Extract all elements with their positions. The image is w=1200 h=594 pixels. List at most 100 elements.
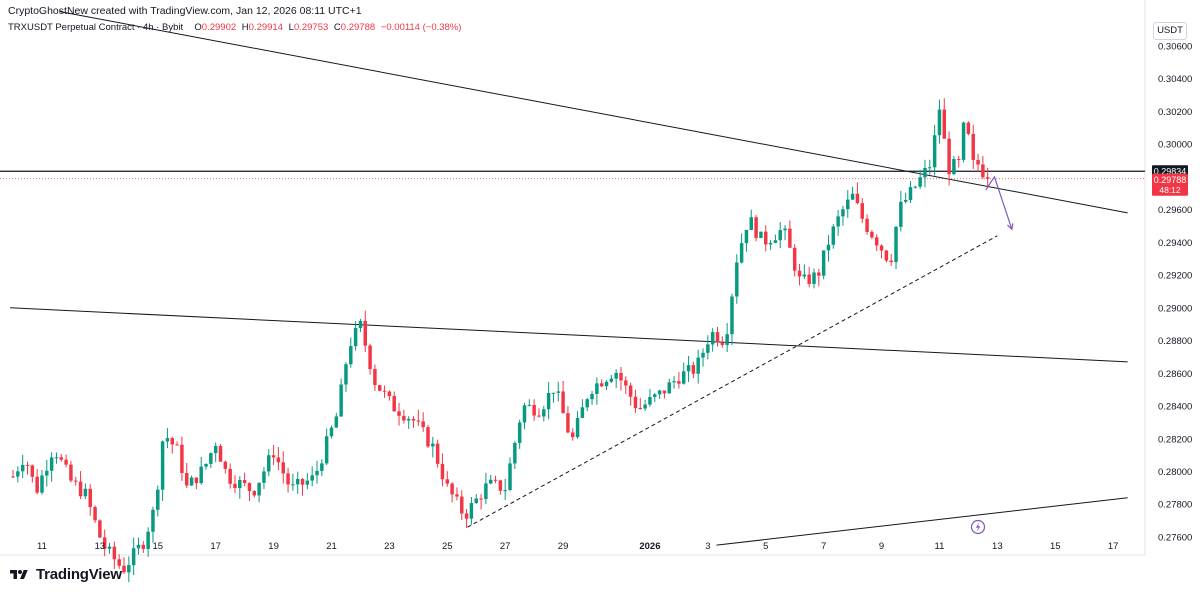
candle-body: [45, 470, 49, 476]
candle-body: [498, 480, 503, 491]
candle-body: [667, 382, 671, 394]
candle-body: [377, 385, 382, 391]
high-label: H: [241, 22, 249, 33]
candle-body: [358, 320, 363, 328]
candle-body: [209, 453, 213, 464]
candle-body: [146, 531, 150, 549]
candle-body: [117, 559, 121, 566]
candle-body: [855, 193, 860, 204]
high-value: 0.29914: [248, 22, 283, 33]
candle-body: [648, 396, 652, 405]
y-tick-label: 0.29600: [1158, 205, 1192, 216]
candle-body: [252, 491, 257, 496]
candle-body: [566, 413, 570, 433]
candle-body: [199, 466, 203, 484]
candle-body: [889, 260, 893, 263]
candle-body: [677, 381, 681, 384]
candle-body: [792, 247, 797, 271]
candle-body: [561, 391, 565, 414]
candle-body: [488, 479, 493, 484]
candle-body: [160, 441, 165, 490]
candle-body: [508, 463, 512, 491]
candle-body: [522, 405, 527, 423]
candle-body: [556, 391, 561, 393]
candle-body: [11, 476, 15, 478]
close-label: C: [333, 22, 341, 33]
candle-body: [238, 479, 242, 489]
lightning-icon[interactable]: [970, 519, 986, 535]
low-value: 0.29753: [293, 22, 329, 33]
y-tick-label: 0.30200: [1158, 107, 1192, 118]
candle-body: [16, 471, 20, 477]
candle-body: [701, 352, 705, 358]
candle-body: [942, 109, 947, 139]
candle-body: [363, 320, 367, 346]
candle-body: [49, 457, 54, 471]
candle-body: [295, 478, 300, 485]
candle-body: [928, 167, 932, 169]
candle-body: [431, 443, 435, 447]
created-with-line: CryptoGhostNew created with TradingView.…: [8, 5, 362, 17]
candle-body: [156, 489, 160, 510]
candle-body: [957, 159, 961, 161]
currency-button[interactable]: USDT: [1153, 22, 1187, 40]
symbol-title[interactable]: TRXUSDT Perpetual Contract · 4h · Bybit: [8, 22, 184, 33]
candle-body: [831, 226, 836, 245]
candle-body: [329, 427, 334, 437]
candle-body: [107, 546, 112, 549]
candle-body: [382, 390, 387, 392]
trendline[interactable]: [716, 497, 1128, 546]
candle-body: [604, 381, 609, 387]
candle-body: [397, 411, 401, 416]
candle-body: [546, 393, 551, 410]
candle-body: [387, 391, 392, 397]
candle-body: [537, 415, 541, 417]
x-tick-label: 29: [558, 541, 569, 552]
y-tick-label: 0.29000: [1158, 303, 1192, 314]
candle-body: [884, 250, 889, 261]
trendline[interactable]: [10, 307, 1128, 363]
candle-body: [324, 436, 329, 464]
x-tick-label: 5: [763, 541, 768, 552]
candle-body: [136, 544, 141, 549]
x-tick-label: 7: [821, 541, 826, 552]
candle-body: [276, 457, 281, 463]
dashed-trendline[interactable]: [467, 235, 998, 528]
candle-body: [411, 418, 416, 421]
candle-body: [213, 446, 218, 454]
candle-body: [474, 498, 478, 504]
candle-body: [353, 327, 358, 347]
y-tick-label: 0.27800: [1158, 500, 1192, 511]
symbol-legend: TRXUSDT Perpetual Contract · 4h · Bybit …: [8, 22, 464, 33]
candle-body: [947, 138, 951, 175]
candle-body: [517, 422, 522, 443]
candle-body: [754, 217, 758, 238]
candle-body: [204, 463, 208, 467]
candle-body: [590, 393, 594, 400]
candle-body: [923, 167, 927, 178]
candle-body: [860, 203, 864, 219]
candle-body: [817, 272, 821, 276]
candle-body: [976, 159, 980, 165]
candle-body: [40, 475, 44, 493]
y-tick-label: 0.27600: [1158, 532, 1192, 543]
close-value: 0.29788: [340, 22, 376, 33]
candle-body: [300, 478, 305, 485]
y-tick-label: 0.28000: [1158, 467, 1192, 478]
candle-body: [102, 537, 107, 549]
candle-body: [580, 407, 585, 418]
candle-body: [865, 218, 869, 232]
candle-body: [686, 365, 691, 372]
candle-body: [127, 565, 131, 573]
trendline[interactable]: [59, 10, 1128, 214]
candle-body: [841, 209, 845, 217]
candle-body: [305, 480, 310, 485]
candle-body: [513, 442, 517, 464]
candle-body: [764, 231, 768, 245]
candle-body: [141, 544, 146, 549]
projection-arrow[interactable]: [985, 175, 1013, 230]
candle-body: [112, 546, 117, 560]
y-tick-label: 0.28400: [1158, 402, 1192, 413]
candle-body: [638, 407, 643, 409]
